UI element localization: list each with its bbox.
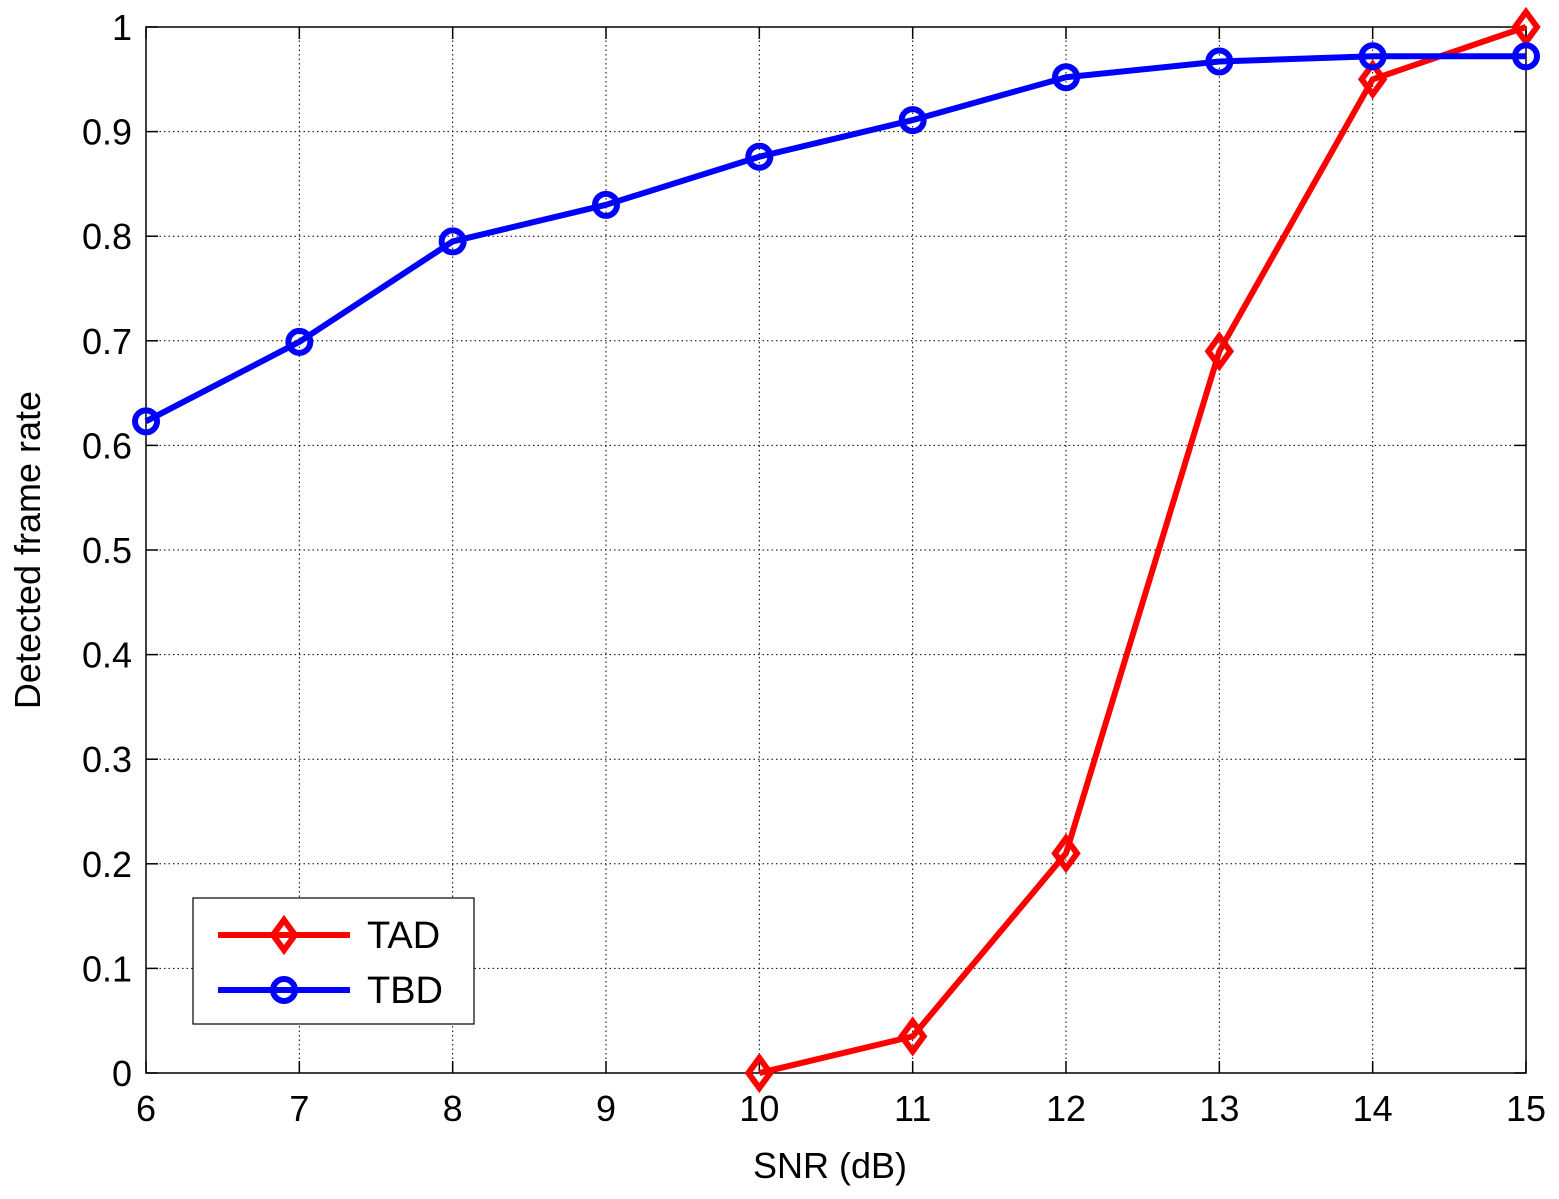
x-tick-label: 13: [1199, 1088, 1239, 1129]
data-point-tad: [1051, 833, 1081, 874]
legend-label-tad: TAD: [367, 915, 440, 957]
y-tick-label: 0.1: [82, 948, 132, 989]
data-point-tad: [1357, 59, 1388, 100]
data-point-tbd: [1052, 63, 1080, 92]
x-tick-label: 7: [289, 1088, 309, 1129]
x-axis-label: SNR (dB): [753, 1145, 907, 1186]
y-tick-label: 0.9: [82, 112, 132, 153]
legend-marker-tbd: [270, 976, 298, 1004]
series-lines: [144, 24, 1527, 1076]
x-tick-label: 11: [894, 1088, 931, 1129]
legend: TAD TBD: [192, 897, 475, 1025]
data-point-tbd: [592, 190, 620, 219]
plot-area-frame: [145, 26, 1527, 1074]
data-point-tbd: [898, 106, 927, 135]
y-tick-label: 0: [112, 1053, 132, 1094]
data-point-tbd: [1512, 42, 1540, 71]
x-tick-label: 10: [739, 1088, 779, 1129]
x-tick-label: 14: [1353, 1088, 1393, 1129]
y-tick-label: 0.5: [82, 530, 132, 571]
x-tick-label: 12: [1046, 1088, 1086, 1129]
data-point-tad: [1204, 331, 1235, 372]
x-tick-label: 6: [136, 1088, 156, 1129]
x-tick-label: 8: [443, 1088, 463, 1129]
data-point-tbd: [285, 327, 314, 356]
y-tick-label: 0.6: [82, 425, 132, 466]
legend-marker-tad: [269, 914, 299, 956]
y-tick-label: 0.8: [82, 216, 132, 257]
y-tick-label: 0.3: [82, 739, 132, 780]
data-point-tbd: [438, 227, 467, 256]
y-tick-label: 0.7: [82, 321, 132, 362]
y-tick-label: 1: [112, 7, 132, 48]
data-point-tbd: [1358, 42, 1387, 71]
legend-box: [192, 897, 475, 1025]
data-point-tad: [897, 1016, 928, 1057]
x-tick-label: 9: [596, 1088, 616, 1129]
data-point-tad: [1511, 6, 1541, 48]
y-tick-label: 0.4: [82, 635, 132, 676]
grid: [146, 27, 1526, 1073]
data-point-tbd: [1205, 47, 1234, 76]
series-markers: [132, 6, 1541, 1094]
series-line-tbd: [144, 53, 1526, 425]
y-tick-labels: 0 0.1 0.2 0.3 0.4 0.5 0.6 0.7 0.8 0.9 1: [82, 7, 132, 1094]
data-point-tad: [744, 1052, 775, 1094]
series-line-tad: [758, 24, 1527, 1076]
legend-label-tbd: TBD: [367, 970, 443, 1012]
data-point-tbd: [132, 407, 160, 436]
y-tick-label: 0.2: [82, 844, 132, 885]
data-point-tbd: [745, 142, 774, 171]
y-axis-label: Detected frame rate: [7, 391, 48, 709]
x-tick-labels: 6 7 8 9 10 11 12 13 14 15: [136, 1088, 1546, 1129]
x-tick-label: 15: [1506, 1088, 1546, 1129]
